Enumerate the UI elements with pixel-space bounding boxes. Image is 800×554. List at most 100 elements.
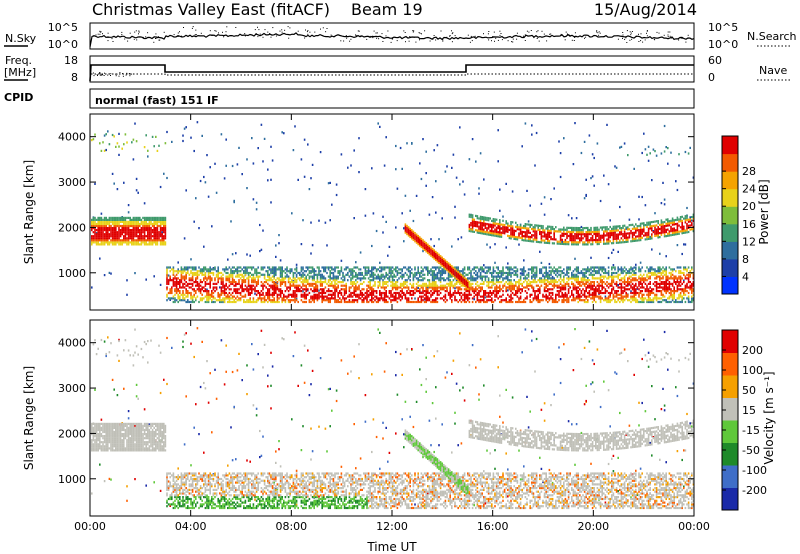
power-cell (564, 273, 567, 276)
power-cell (423, 248, 426, 251)
power-cell (100, 235, 103, 238)
power-cell (454, 290, 456, 293)
nsearch-point (418, 32, 420, 34)
power-cell (563, 281, 565, 284)
power-cell (270, 271, 272, 275)
power-cell (295, 290, 298, 293)
power-cell (158, 144, 160, 147)
power-cell (449, 288, 451, 291)
power-cell (363, 288, 365, 291)
power-cell (361, 277, 363, 280)
power-cell (555, 281, 557, 284)
power-cell (513, 229, 515, 232)
power-cell (508, 281, 511, 284)
power-cell (190, 136, 192, 139)
power-cell (409, 291, 411, 295)
power-cell (449, 275, 451, 278)
power-cell (340, 300, 343, 304)
nsearch-point (244, 33, 246, 35)
power-cell (526, 281, 528, 284)
power-cell (420, 237, 423, 240)
power-cell (126, 241, 128, 244)
power-cell (580, 239, 583, 242)
power-cell (139, 229, 141, 232)
power-cell (270, 299, 272, 302)
power-cell (441, 256, 443, 259)
power-cell (595, 239, 597, 242)
power-cell (316, 281, 319, 284)
power-cell (355, 299, 357, 302)
power-cell (377, 275, 379, 278)
power-cell (249, 288, 251, 291)
power-cell (579, 282, 581, 285)
power-cell (494, 275, 496, 278)
power-cell (94, 235, 96, 238)
power-cell (524, 227, 527, 230)
power-cell (563, 137, 565, 140)
power-cell (567, 291, 570, 295)
power-cell (143, 235, 146, 238)
power-cell (515, 284, 517, 287)
power-cell (407, 275, 410, 278)
power-cell (286, 275, 288, 278)
power-cell (300, 277, 303, 280)
power-cell (270, 145, 272, 148)
power-cell (190, 300, 192, 304)
power-cell (108, 218, 111, 221)
power-cell (97, 227, 99, 230)
power-cell (209, 271, 211, 275)
power-cell (511, 297, 514, 300)
power-cell (294, 125, 296, 128)
power-cell (119, 229, 122, 232)
power-cell (481, 222, 483, 225)
power-cell (350, 293, 352, 296)
power-cell (492, 270, 495, 273)
power-cell (492, 218, 495, 221)
power-cell (366, 270, 368, 273)
power-cell (323, 295, 325, 298)
power-cell (537, 226, 539, 229)
power-cell (494, 218, 496, 221)
power-cell (587, 284, 589, 287)
power-cell (331, 297, 333, 300)
power-cell (406, 268, 408, 271)
nave-point (125, 74, 127, 76)
power-cell (172, 284, 175, 287)
power-cell (476, 277, 479, 280)
power-cell (374, 290, 376, 293)
power-cell (435, 275, 437, 278)
power-cell (590, 282, 592, 285)
power-cell (569, 235, 571, 238)
power-cell (468, 271, 471, 275)
power-cell (380, 291, 383, 295)
power-cell (516, 291, 519, 295)
power-cell (161, 233, 163, 236)
power-cell (199, 299, 202, 302)
power-cell (404, 281, 407, 284)
power-cell (369, 282, 371, 285)
power-cell (444, 271, 447, 275)
power-cell (393, 284, 395, 287)
power-cell (526, 295, 528, 298)
power-cell (515, 271, 517, 275)
power-cell (571, 217, 573, 220)
power-cell (255, 273, 258, 276)
power-cell (228, 288, 231, 291)
power-cell (590, 228, 592, 232)
power-cell (102, 237, 104, 240)
power-cell (361, 300, 363, 304)
nsearch-point (646, 30, 648, 32)
power-cell (510, 286, 512, 289)
power-cell (305, 286, 307, 289)
power-cell (407, 291, 410, 295)
power-cell (438, 257, 440, 260)
power-cell (111, 172, 114, 175)
power-cell (395, 293, 397, 296)
power-cell (457, 290, 459, 293)
power-cell (255, 270, 258, 273)
power-cell (395, 144, 397, 148)
nsearch-point (387, 30, 389, 32)
power-cell (475, 286, 477, 289)
power-cell (499, 284, 501, 287)
power-cell (115, 239, 117, 242)
